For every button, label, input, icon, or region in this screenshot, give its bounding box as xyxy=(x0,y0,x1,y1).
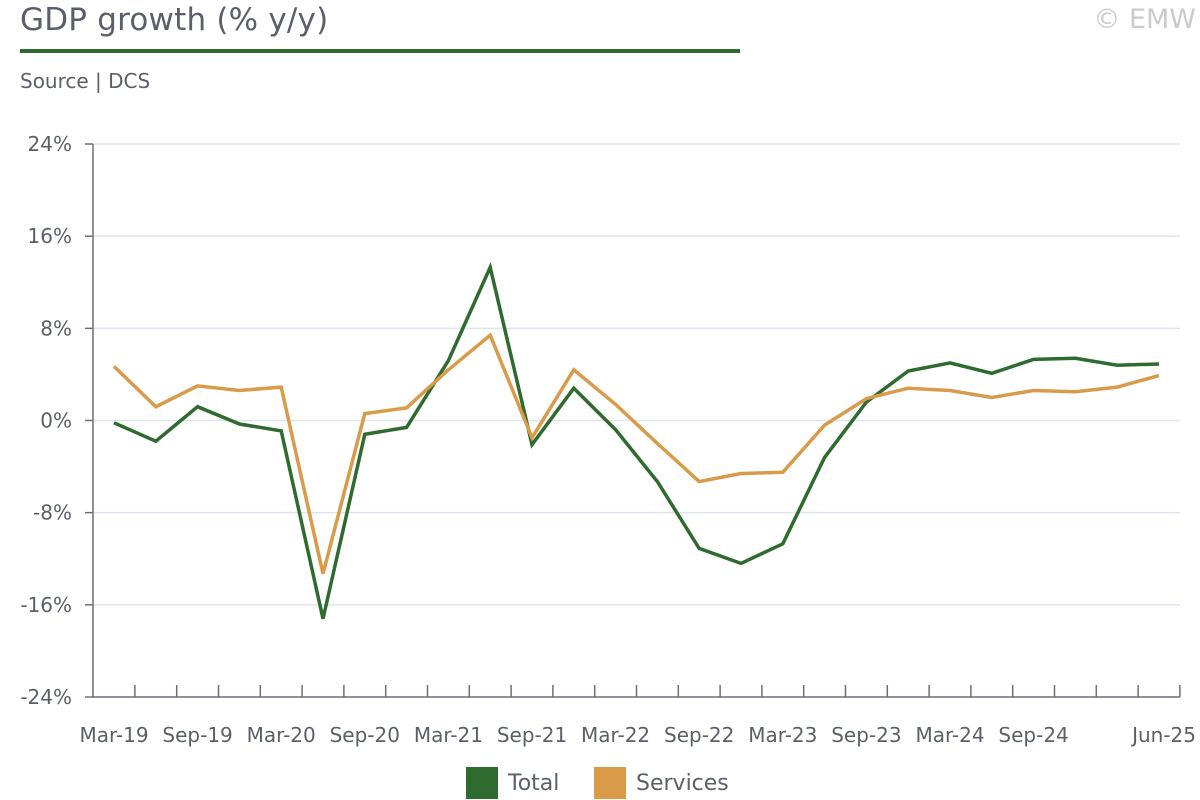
copyright-label: © EMW xyxy=(1093,4,1196,35)
series-line-services xyxy=(112,332,1160,575)
x-tick-label: Sep-19 xyxy=(162,723,232,747)
x-tick-label: Mar-21 xyxy=(414,723,483,747)
y-tick-label: 16% xyxy=(28,224,72,248)
y-tick-label: 0% xyxy=(40,409,72,433)
gridlines xyxy=(85,143,1180,698)
legend-item-total: Total xyxy=(466,766,559,800)
x-tick-label: Sep-21 xyxy=(497,723,567,747)
legend-item-services: Services xyxy=(594,766,729,800)
source-label: Source | DCS xyxy=(20,69,151,93)
chart-title: GDP growth (% y/y) xyxy=(20,2,329,38)
x-tick-label: Sep-20 xyxy=(330,723,400,747)
x-tick-labels: Mar-19 Sep-19 Mar-20 Sep-20 Mar-21 Sep-21 Mar-… xyxy=(79,723,1196,747)
y-tick-label: -8% xyxy=(33,501,72,525)
legend-swatch-total xyxy=(466,767,498,799)
x-tick-label: Jun-25 xyxy=(1130,723,1196,747)
legend-label-services: Services xyxy=(636,770,729,796)
x-tick-label: Mar-22 xyxy=(581,723,650,747)
series-line-total xyxy=(113,261,1160,620)
x-tick-label: Sep-24 xyxy=(998,723,1068,747)
x-tick-label: Mar-19 xyxy=(79,723,148,747)
x-tick-label: Mar-24 xyxy=(915,723,984,747)
y-tick-label: 8% xyxy=(40,316,72,340)
y-tick-label: -16% xyxy=(20,593,72,617)
legend: Total Services xyxy=(0,764,1200,800)
x-tick-label: Sep-22 xyxy=(664,723,734,747)
series-lines xyxy=(112,261,1160,620)
x-tick-label: Mar-23 xyxy=(748,723,817,747)
y-tick-label: 24% xyxy=(28,132,72,156)
line-chart: 24% 16% 8% 0% -8% -16% -24% Mar-19 Sep-19 Mar-20… xyxy=(20,132,1196,747)
x-tick-label: Sep-23 xyxy=(831,723,901,747)
x-ticks xyxy=(134,685,1181,697)
legend-label-total: Total xyxy=(508,770,560,796)
x-tick-label: Mar-20 xyxy=(247,723,316,747)
title-underline xyxy=(20,49,740,53)
y-tick-labels: 24% 16% 8% 0% -8% -16% -24% xyxy=(20,132,72,709)
legend-swatch-services xyxy=(594,767,626,799)
y-tick-label: -24% xyxy=(20,685,72,709)
